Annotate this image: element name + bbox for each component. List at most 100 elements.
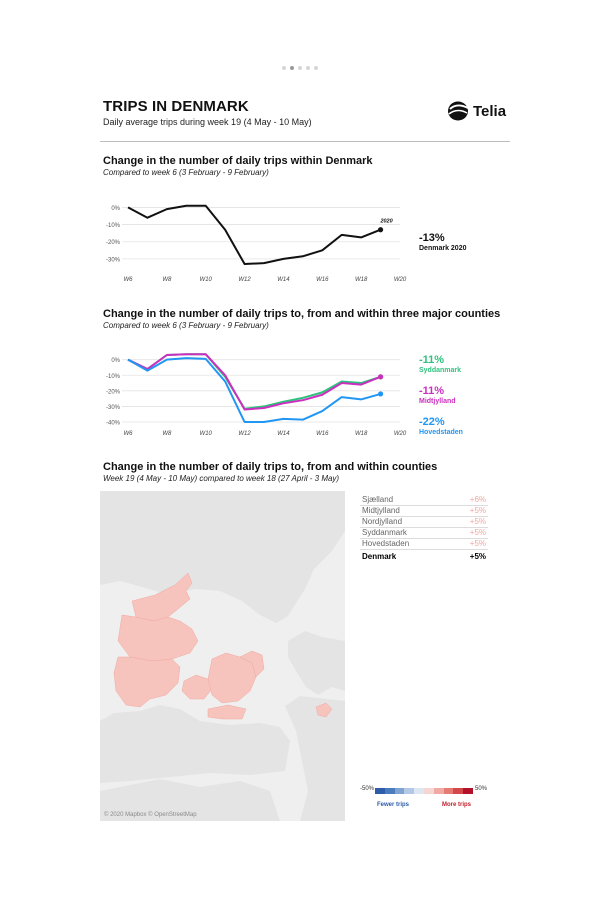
page-subtitle: Daily average trips during week 19 (4 Ma…: [103, 117, 312, 127]
x-tick-label: W14: [277, 277, 290, 283]
denmark-summary-label: Denmark 2020: [419, 245, 467, 252]
legend-fewer-label: Fewer trips: [377, 802, 410, 808]
syddanmark-summary-value: -11%: [419, 354, 445, 366]
legend-swatch: [443, 788, 454, 794]
legend-more-label: More trips: [442, 802, 472, 808]
table-row: Midtjylland +5%: [360, 506, 488, 517]
legend-swatch: [394, 788, 405, 794]
page-dot[interactable]: [282, 66, 286, 70]
denmark-summary-value: -13%: [419, 232, 445, 244]
section1-title: Change in the number of daily trips with…: [103, 155, 373, 167]
y-tick-label: -10%: [106, 223, 121, 229]
syddanmark-summary: -11% Syddanmark: [419, 354, 461, 374]
midtjylland-summary-value: -11%: [419, 385, 445, 397]
x-tick-label: W14: [277, 431, 290, 437]
header-divider: [100, 141, 510, 142]
legend-swatch: [375, 788, 385, 794]
x-tick-label: W20: [394, 431, 407, 437]
y-tick-label: -30%: [106, 257, 121, 263]
table-row: Nordjylland +5%: [360, 517, 488, 528]
table-row: Sjælland +6%: [360, 495, 488, 506]
series-line: [127, 353, 381, 410]
legend-swatch: [463, 788, 473, 794]
telia-logo: Telia: [447, 100, 506, 122]
x-tick-label: W16: [316, 277, 329, 283]
series-line: [127, 204, 381, 265]
county-change-table: Sjælland +6% Midtjylland +5% Nordjylland…: [360, 495, 488, 562]
table-row: Hovedstaden +5%: [360, 539, 488, 550]
legend-min-label: -50%: [360, 786, 375, 792]
y-tick-label: -10%: [106, 374, 121, 380]
y-tick-label: 0%: [111, 206, 120, 212]
county-value: +5%: [469, 539, 486, 548]
hovedstaden-summary-value: -22%: [419, 416, 445, 428]
series-line: [127, 353, 381, 411]
x-tick-label: W12: [238, 431, 251, 437]
county-value: +6%: [469, 495, 486, 504]
county-name: Syddanmark: [362, 528, 407, 537]
denmark-trips-chart: 0% -10% -20% -30% W6 W8 W10 W12 W14 W16 W18 W20 2020: [106, 204, 407, 283]
x-tick-label: W18: [355, 277, 368, 283]
y-tick-label: -40%: [106, 421, 121, 427]
y-tick-label: -20%: [106, 240, 121, 246]
total-value: +5%: [469, 552, 486, 561]
legend-swatch: [453, 788, 464, 794]
total-name: Denmark: [362, 552, 397, 561]
telia-logo-icon: [448, 101, 469, 121]
x-tick-label: W6: [124, 277, 134, 283]
page-dot[interactable]: [306, 66, 310, 70]
page-dot[interactable]: [298, 66, 302, 70]
y-tick-label: 0%: [111, 358, 120, 364]
x-tick-label: W6: [124, 431, 134, 437]
midtjylland-region: [117, 614, 199, 662]
series-end-point: [377, 391, 384, 397]
page-dot-active[interactable]: [290, 66, 294, 70]
denmark-summary: -13% Denmark 2020: [419, 232, 466, 252]
x-tick-label: W18: [355, 431, 368, 437]
legend-swatch: [384, 788, 395, 794]
page-dot[interactable]: [314, 66, 318, 70]
section2-title: Change in the number of daily trips to, …: [103, 308, 501, 320]
section1-subtitle: Compared to week 6 (3 February - 9 Febru…: [103, 168, 269, 177]
series-end-label: 2020: [379, 219, 392, 225]
county-value: +5%: [469, 506, 486, 515]
section3-subtitle: Week 19 (4 May - 10 May) compared to wee…: [103, 474, 340, 483]
logo-text: Telia: [473, 102, 507, 120]
x-tick-label: W12: [238, 277, 251, 283]
syddanmark-region: [113, 656, 181, 708]
hovedstaden-summary-label: Hovedstaden: [419, 429, 463, 436]
y-tick-label: -20%: [106, 389, 121, 395]
county-name: Sjælland: [362, 495, 394, 504]
hovedstaden-region: [239, 650, 265, 678]
x-tick-label: W8: [162, 431, 172, 437]
county-name: Nordjylland: [362, 517, 403, 526]
page-indicator[interactable]: [0, 66, 600, 70]
midtjylland-summary-label: Midtjylland: [419, 398, 456, 405]
hovedstaden-summary: -22% Hovedstaden: [419, 416, 463, 436]
legend-swatch: [404, 788, 415, 794]
county-name: Midtjylland: [362, 506, 400, 515]
x-tick-label: W10: [200, 431, 213, 437]
legend-swatch: [433, 788, 444, 794]
legend-max-label: 50%: [475, 786, 488, 792]
series-line: [127, 357, 381, 423]
x-tick-label: W20: [394, 277, 407, 283]
counties-trips-chart: 0% -10% -20% -30% -40%W6 W8 W10 W12 W14 W16 W18 W20: [106, 353, 407, 437]
legend-color-scale: [375, 788, 473, 794]
county-value: +5%: [469, 528, 486, 537]
x-tick-label: W8: [162, 277, 172, 283]
table-row: Syddanmark +5%: [360, 528, 488, 539]
sjaelland-region: [207, 652, 257, 704]
legend-swatch: [414, 788, 424, 794]
syddanmark-summary-label: Syddanmark: [419, 367, 462, 374]
table-total-row: Denmark +5%: [360, 552, 488, 562]
section2-subtitle: Compared to week 6 (3 February - 9 Febru…: [103, 321, 269, 330]
denmark-map[interactable]: © 2020 Mapbox © OpenStreetMap: [100, 491, 345, 821]
map-attribution[interactable]: © 2020 Mapbox © OpenStreetMap: [104, 812, 197, 818]
series-end-point: [377, 227, 384, 233]
midtjylland-summary: -11% Midtjylland: [419, 385, 456, 405]
y-tick-label: -30%: [106, 405, 121, 411]
x-tick-label: W10: [200, 277, 213, 283]
county-value: +5%: [469, 517, 486, 526]
page-title: TRIPS IN DENMARK: [103, 98, 249, 115]
